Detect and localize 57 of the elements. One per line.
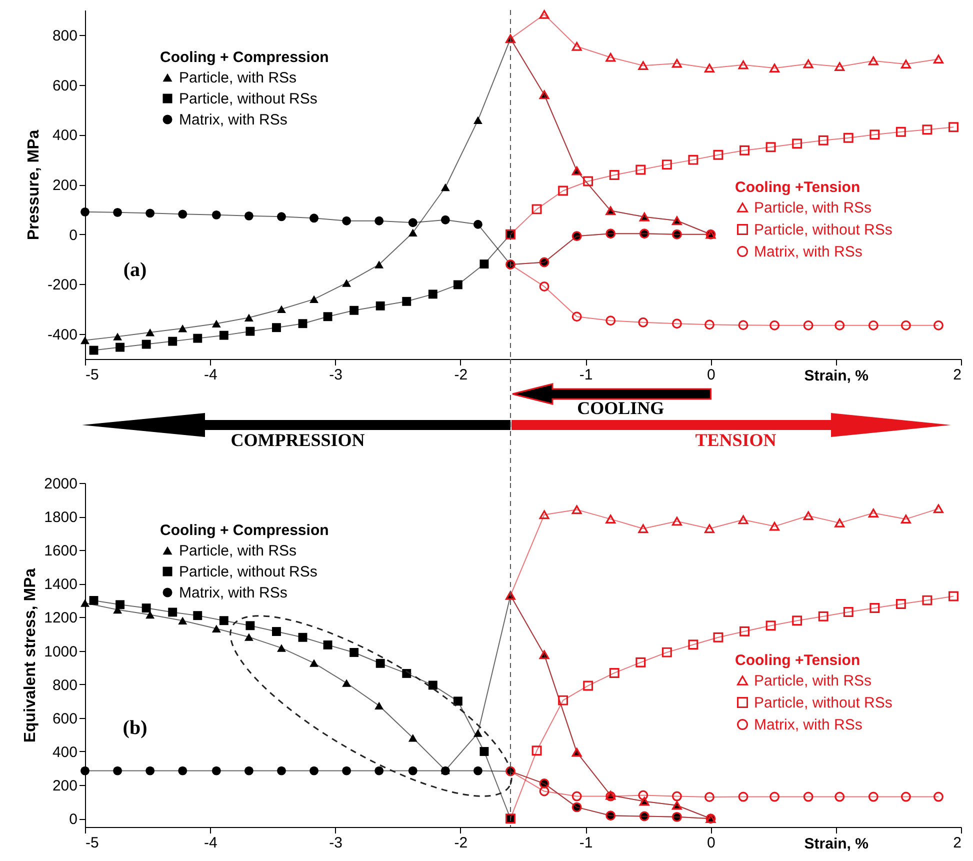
legend-label: Matrix, with RSs [179, 112, 288, 128]
y-tick-label: 1800 [44, 509, 78, 526]
x-tick-label: -4 [204, 834, 218, 852]
legend-label: Particle, with RSs [179, 542, 297, 560]
y-tick-label: 0 [69, 226, 78, 244]
x-tick-label: -4 [204, 366, 218, 384]
x-tick-label: -5 [86, 834, 99, 852]
x-axis-title: Strain, % [804, 368, 868, 384]
legend-title: Cooling + Compression [160, 49, 329, 66]
y-tick-label: 600 [52, 77, 78, 94]
text: COOLING [577, 398, 664, 419]
x-axis-title: Strain, % [804, 836, 868, 852]
text: TENSION [695, 430, 776, 451]
x-tick-label: -1 [579, 366, 593, 384]
y-tick-label: 400 [52, 127, 78, 144]
x-tick-label: -3 [329, 834, 342, 852]
x-tick-label: 0 [707, 834, 716, 852]
y-tick-label: 800 [52, 27, 78, 44]
y-tick-label: 1400 [44, 576, 78, 594]
y-tick-label: -200 [47, 276, 78, 294]
y-axis-title: Equivalent stress, MPa [22, 568, 40, 743]
y-axis-title: Pressure, MPa [25, 130, 42, 240]
legend-label: Particle, without RSs [179, 564, 318, 580]
legend-label: Particle, with RSs [754, 672, 872, 690]
y-tick-label: 600 [52, 710, 78, 728]
legend-label: Matrix, with RSs [179, 584, 288, 602]
annotation: (b) [122, 717, 148, 739]
y-tick-label: 800 [52, 676, 78, 694]
x-tick-label: 2 [953, 366, 962, 384]
y-tick-label: 200 [52, 177, 78, 194]
x-tick-label: -2 [454, 834, 468, 852]
y-tick-label: 400 [52, 744, 78, 761]
x-tick-label: -1 [579, 834, 593, 852]
legend-label: Particle, without RSs [754, 694, 892, 712]
legend-label: Particle, with RSs [754, 200, 872, 216]
legend-label: Particle, with RSs [179, 70, 297, 86]
y-tick-label: 200 [52, 778, 78, 795]
annotation: (a) [123, 259, 147, 281]
x-tick-label: -2 [454, 366, 468, 384]
y-tick-label: 1600 [44, 542, 78, 560]
legend-label: Particle, without RSs [179, 90, 318, 108]
legend-label: Matrix, with RSs [754, 244, 862, 260]
x-tick-label: -3 [329, 366, 342, 384]
text: COMPRESSION [230, 430, 365, 451]
annotation: Cooling +Tension [735, 179, 860, 196]
x-tick-label: 2 [953, 834, 962, 852]
legend-label: Matrix, with RSs [754, 716, 862, 734]
y-tick-label: 2000 [44, 476, 78, 492]
y-tick-label: 1000 [44, 643, 78, 660]
legend-label: Particle, without RSs [754, 222, 892, 238]
y-tick-label: 1200 [44, 610, 78, 627]
x-tick-label: 0 [707, 366, 716, 384]
annotation: Cooling +Tension [735, 652, 860, 669]
legend-title: Cooling + Compression [160, 522, 329, 539]
x-tick-label: -5 [86, 366, 99, 384]
y-tick-label: -400 [47, 326, 78, 344]
y-tick-label: 0 [69, 811, 78, 828]
